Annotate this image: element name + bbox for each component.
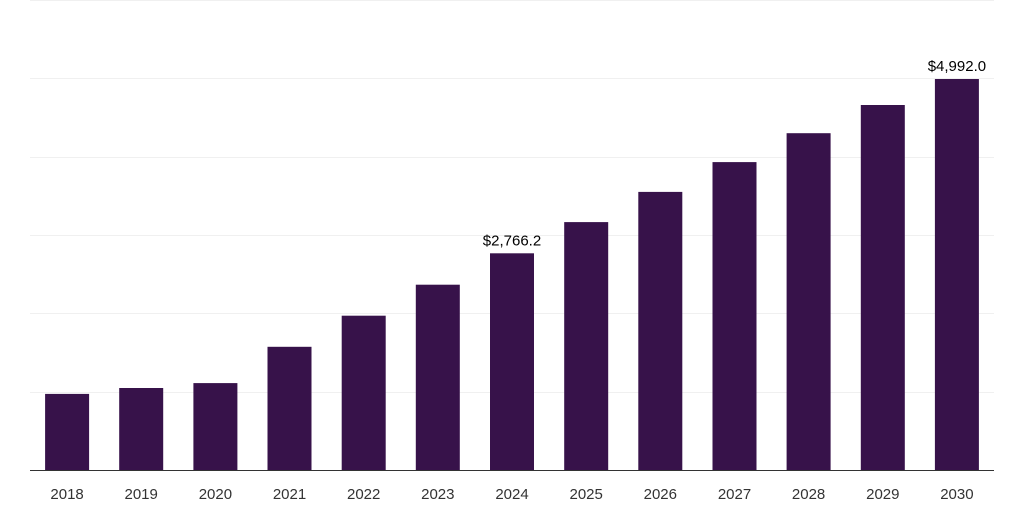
x-tick-label-2023: 2023 — [421, 486, 454, 503]
data-label-2024: $2,766.2 — [483, 232, 541, 249]
x-tick-label-2020: 2020 — [199, 486, 232, 503]
data-label-2030: $4,992.0 — [928, 58, 986, 75]
x-tick-label-2026: 2026 — [644, 486, 677, 503]
x-tick-label-2021: 2021 — [273, 486, 306, 503]
gridlines — [30, 0, 994, 393]
bar-2024 — [490, 253, 534, 470]
bar-2028 — [786, 133, 831, 470]
bar-2021 — [267, 346, 312, 470]
bar-2023 — [415, 284, 460, 470]
x-tick-label-2028: 2028 — [792, 486, 825, 503]
x-tick-label-2029: 2029 — [866, 486, 899, 503]
x-tick-label-2027: 2027 — [718, 486, 751, 503]
bar-2030 — [934, 79, 979, 470]
bar-2018 — [45, 393, 90, 470]
bar-2025 — [564, 222, 609, 470]
bar-2022 — [341, 315, 386, 470]
data-labels: $2,766.2 $4,992.0 — [483, 58, 986, 249]
bar-2020 — [193, 383, 238, 470]
bar-2019 — [119, 388, 164, 470]
bars — [45, 79, 979, 470]
x-tick-labels: 2018 2019 2020 2021 2022 2023 2024 2025 2026 2027… — [50, 486, 973, 503]
x-tick-label-2030: 2030 — [940, 486, 973, 503]
x-tick-label-2018: 2018 — [50, 486, 83, 503]
x-tick-label-2025: 2025 — [570, 486, 603, 503]
bar-2027 — [712, 162, 757, 470]
x-tick-label-2022: 2022 — [347, 486, 380, 503]
x-tick-label-2019: 2019 — [125, 486, 158, 503]
x-tick-label-2024: 2024 — [495, 486, 528, 503]
bar-2029 — [860, 105, 905, 470]
bar-2026 — [638, 191, 683, 470]
